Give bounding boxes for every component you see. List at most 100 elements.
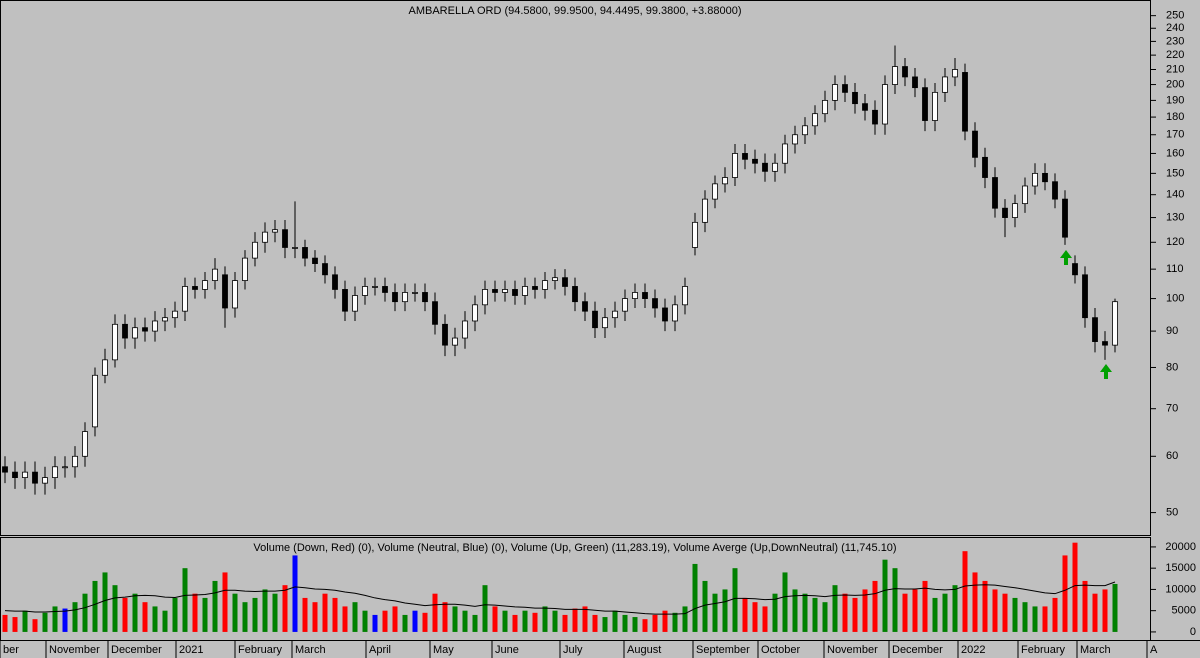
x-tick-label: February [238, 644, 283, 656]
candle-body [932, 91, 938, 121]
candle-body [682, 286, 688, 306]
volume-bar [322, 593, 328, 632]
candle-body [612, 310, 618, 319]
volume-bar [932, 597, 938, 632]
candle-body [212, 268, 218, 281]
volume-bar [552, 610, 558, 632]
candle-body [922, 87, 928, 121]
volume-bar [852, 597, 858, 632]
candle-body [652, 298, 658, 309]
candle-body [772, 162, 778, 172]
candle-body [2, 466, 8, 473]
y-tick-label: 170 [1166, 129, 1184, 141]
volume-bar [1112, 583, 1118, 632]
candle-body [52, 466, 58, 479]
candle-body [562, 277, 568, 287]
volume-bar [72, 602, 78, 632]
volume-bar [1002, 593, 1008, 632]
y-tick-label: 210 [1166, 63, 1184, 75]
volume-bar [592, 614, 598, 632]
y-tick-label: 180 [1166, 111, 1184, 123]
volume-bar [962, 551, 968, 632]
y-tick-label: 20000 [1165, 541, 1196, 553]
candle-body [442, 323, 448, 346]
candle-body [1062, 198, 1068, 238]
volume-bar [382, 610, 388, 632]
volume-bar [482, 585, 488, 632]
volume-bar [752, 602, 758, 632]
candle-body [302, 247, 308, 259]
volume-bar [342, 606, 348, 632]
candle-body [182, 286, 188, 312]
candle-body [392, 292, 398, 303]
volume-bar [892, 568, 898, 632]
candle-body [132, 327, 138, 339]
candle-body [542, 280, 548, 290]
candle-body [472, 304, 478, 322]
volume-bar [602, 617, 608, 632]
candle-body [722, 177, 728, 185]
candle-body [462, 320, 468, 339]
volume-bar [522, 610, 528, 632]
x-tick-label: April [369, 644, 391, 656]
candle-body [862, 103, 868, 111]
candle-body [602, 317, 608, 329]
volume-bar [362, 610, 368, 632]
volume-bar [1062, 555, 1068, 632]
volume-bar [822, 602, 828, 632]
x-tick-label: June [495, 644, 519, 656]
candle-body [122, 323, 128, 339]
volume-bar [772, 593, 778, 632]
candle-body [142, 327, 148, 332]
candle-body [502, 289, 508, 293]
candle-body [822, 99, 828, 115]
volume-bar [32, 619, 38, 632]
candle-body [232, 280, 238, 309]
volume-bar [1052, 597, 1058, 632]
volume-bar [162, 610, 168, 632]
candle-body [162, 317, 168, 322]
volume-bar [862, 589, 868, 632]
volume-bar [1072, 542, 1078, 632]
volume-bar [1092, 593, 1098, 632]
candle-body [412, 292, 418, 294]
y-tick-label: 100 [1166, 292, 1184, 304]
x-tick-label: August [627, 644, 661, 656]
volume-bar [302, 597, 308, 632]
y-tick-label: 240 [1166, 22, 1184, 34]
candle-body [952, 69, 958, 78]
y-tick-label: 90 [1166, 325, 1178, 337]
candle-body [322, 263, 328, 276]
candle-body [192, 286, 198, 290]
volume-bar [442, 602, 448, 632]
volume-bar [352, 602, 358, 632]
candle-body [632, 292, 638, 299]
candle-body [342, 289, 348, 312]
candle-body [1022, 185, 1028, 205]
y-tick-label: 160 [1166, 147, 1184, 159]
volume-bar [802, 593, 808, 632]
volume-bar [242, 602, 248, 632]
x-tick-label: July [563, 644, 583, 656]
volume-bar [272, 593, 278, 632]
candle-body [262, 231, 268, 243]
volume-bar [792, 589, 798, 632]
volume-bar [972, 572, 978, 632]
y-tick-label: 5000 [1172, 605, 1196, 617]
y-tick-label: 110 [1166, 263, 1184, 275]
y-tick-label: 0 [1190, 626, 1196, 638]
candle-body [512, 289, 518, 296]
volume-bar [52, 606, 58, 632]
y-tick-label: 190 [1166, 94, 1184, 106]
candle-body [982, 156, 988, 178]
volume-bar [2, 614, 8, 632]
candle-body [402, 292, 408, 303]
candle-body [12, 471, 18, 479]
volume-bar [1102, 589, 1108, 632]
volume-bar [232, 593, 238, 632]
volume-bar [642, 619, 648, 632]
candle-body [362, 286, 368, 296]
candle-body [702, 198, 708, 223]
volume-average [4, 581, 1116, 615]
y-tick-label: 140 [1166, 189, 1184, 201]
